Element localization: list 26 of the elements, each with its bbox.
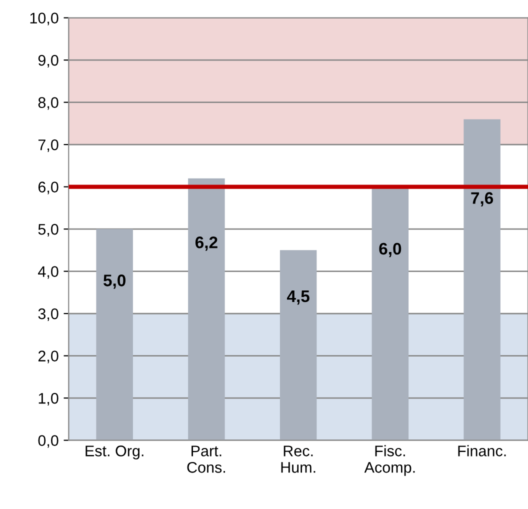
bar: [188, 178, 225, 440]
x-tick-label: Est. Org.: [86, 446, 144, 460]
y-tick-label: 5,0: [38, 224, 58, 237]
bar: [464, 119, 500, 440]
bar: [96, 229, 133, 440]
data-label: 6,2: [195, 236, 218, 251]
y-tick-label: 2,0: [38, 350, 58, 364]
bar: [372, 186, 409, 440]
x-tick-label: Part. Cons.: [187, 446, 226, 473]
data-label: 6,0: [379, 242, 402, 258]
y-tick-label: 3,0: [38, 308, 58, 322]
y-tick-label: 8,0: [38, 97, 58, 110]
y-tick-label: 0,0: [38, 435, 58, 448]
x-tick-label: Rec. Hum.: [281, 446, 316, 473]
y-tick-label: 9,0: [38, 54, 58, 68]
y-tick-label: 6,0: [38, 182, 58, 194]
data-label: 7,6: [471, 192, 494, 206]
data-label: 5,0: [104, 274, 126, 289]
bar: [280, 250, 317, 440]
data-label: 4,5: [286, 290, 310, 305]
y-tick-label: 4,0: [38, 266, 58, 279]
x-tick-label: Financ.: [458, 445, 506, 456]
y-tick-label: 1,0: [38, 392, 58, 406]
y-tick-label: 10,0: [30, 12, 58, 26]
x-tick-label: Fisc. Acomp.: [364, 445, 415, 476]
y-tick-label: 7,0: [38, 139, 58, 152]
